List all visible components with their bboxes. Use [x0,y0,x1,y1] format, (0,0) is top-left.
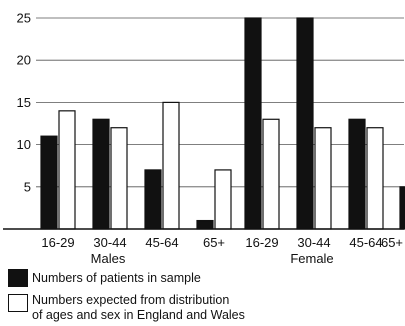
legend-label-expected-line2: of ages and sex in England and Wales [32,308,245,322]
bar-patients-7 [399,186,405,230]
bar-patients-5 [296,17,314,230]
y-tick-label-5: 5 [24,179,31,194]
bar-patients-1 [92,118,110,230]
bar-expected-1 [110,127,128,230]
y-tick-label-10: 10 [17,137,31,152]
legend-label-patients: Numbers of patients in sample [32,271,201,285]
x-tick-label-0: 16-29 [41,235,74,250]
x-tick-label-2: 45-64 [145,235,178,250]
y-axis-ticks: 5 10 15 20 25 [17,11,31,195]
bar-expected-6 [366,127,384,230]
group-label-1: Female [290,251,333,266]
y-tick-label-20: 20 [17,53,31,68]
y-tick-label-25: 25 [17,11,31,26]
bar-expected-2 [162,101,180,230]
bar-expected-4 [262,118,280,230]
legend-item-patients: Numbers of patients in sample [8,268,398,288]
group-labels: Males Female [91,251,334,266]
bar-patients-6 [348,118,366,230]
bar-patients-2 [144,169,162,230]
x-tick-label-1: 30-44 [93,235,126,250]
x-tick-label-3: 65+ [203,235,225,250]
bar-patients-4 [244,17,262,230]
bars [40,17,405,230]
bar-expected-3 [214,169,232,230]
x-tick-label-6: 45-64 [349,235,382,250]
bar-expected-5 [314,127,332,230]
x-tick-label-4: 16-29 [245,235,278,250]
legend-item-expected: Numbers expected from distribution of ag… [8,293,398,325]
legend: Numbers of patients in sample Numbers ex… [8,268,398,324]
bar-expected-0 [58,110,76,230]
legend-swatch-filled [8,269,28,287]
legend-label-expected-line1: Numbers expected from distribution [32,293,230,307]
y-tick-label-15: 15 [17,95,31,110]
bar-patients-3 [196,219,214,230]
legend-swatch-open [8,294,28,312]
x-tick-label-7: 65+ [381,235,403,250]
x-tick-label-5: 30-44 [297,235,330,250]
bar-patients-0 [40,135,58,230]
group-label-0: Males [91,251,126,266]
